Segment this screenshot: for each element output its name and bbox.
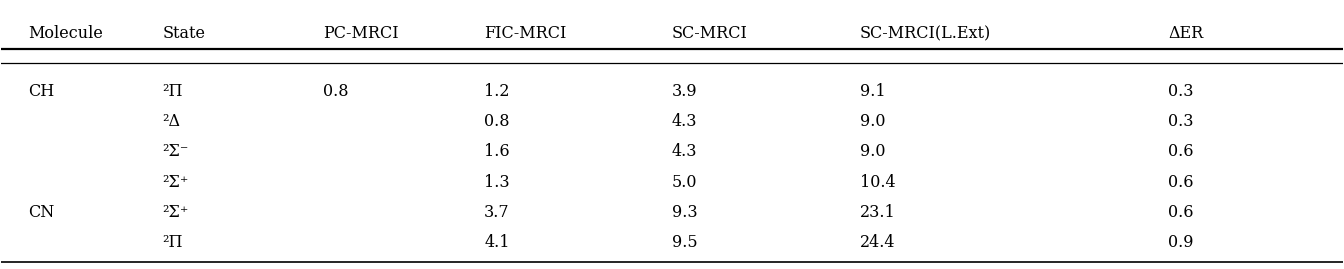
Text: 0.8: 0.8 [324, 83, 349, 100]
Text: 9.5: 9.5 [672, 234, 698, 251]
Text: 24.4: 24.4 [860, 234, 895, 251]
Text: 4.1: 4.1 [484, 234, 509, 251]
Text: ²Δ: ²Δ [163, 113, 180, 130]
Text: CN: CN [28, 204, 55, 221]
Text: 0.6: 0.6 [1168, 174, 1193, 191]
Text: ²Σ⁺: ²Σ⁺ [163, 174, 188, 191]
Text: CH: CH [28, 83, 55, 100]
Text: SC-MRCI: SC-MRCI [672, 25, 747, 42]
Text: PC-MRCI: PC-MRCI [324, 25, 399, 42]
Text: 5.0: 5.0 [672, 174, 698, 191]
Text: 0.8: 0.8 [484, 113, 509, 130]
Text: 10.4: 10.4 [860, 174, 895, 191]
Text: ²Π: ²Π [163, 83, 183, 100]
Text: 9.3: 9.3 [672, 204, 698, 221]
Text: Molecule: Molecule [28, 25, 103, 42]
Text: 3.7: 3.7 [484, 204, 509, 221]
Text: 0.3: 0.3 [1168, 83, 1193, 100]
Text: 1.2: 1.2 [484, 83, 509, 100]
Text: ²Π: ²Π [163, 234, 183, 251]
Text: 9.0: 9.0 [860, 113, 886, 130]
Text: ²Σ⁺: ²Σ⁺ [163, 204, 188, 221]
Text: ΔER: ΔER [1168, 25, 1203, 42]
Text: 3.9: 3.9 [672, 83, 698, 100]
Text: SC-MRCI(L.Ext): SC-MRCI(L.Ext) [860, 25, 991, 42]
Text: 1.6: 1.6 [484, 143, 509, 160]
Text: 9.0: 9.0 [860, 143, 886, 160]
Text: 9.1: 9.1 [860, 83, 886, 100]
Text: 4.3: 4.3 [672, 113, 698, 130]
Text: State: State [163, 25, 206, 42]
Text: 1.3: 1.3 [484, 174, 509, 191]
Text: 23.1: 23.1 [860, 204, 895, 221]
Text: 0.9: 0.9 [1168, 234, 1193, 251]
Text: FIC-MRCI: FIC-MRCI [484, 25, 567, 42]
Text: 4.3: 4.3 [672, 143, 698, 160]
Text: ²Σ⁻: ²Σ⁻ [163, 143, 188, 160]
Text: 0.6: 0.6 [1168, 143, 1193, 160]
Text: 0.6: 0.6 [1168, 204, 1193, 221]
Text: 0.3: 0.3 [1168, 113, 1193, 130]
